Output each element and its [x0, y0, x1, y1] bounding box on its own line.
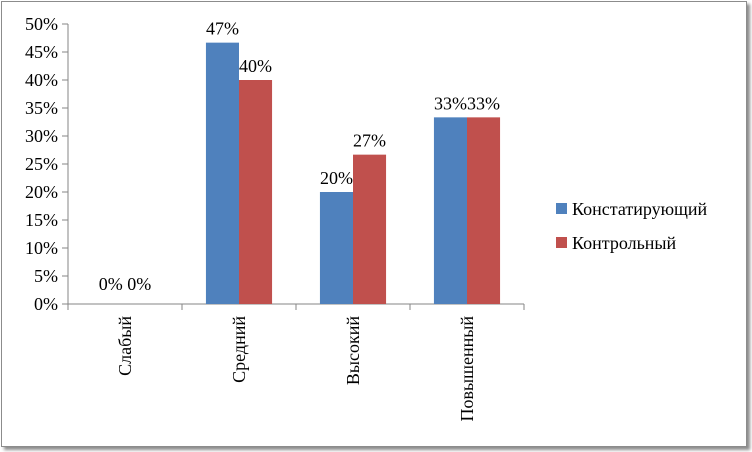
- y-tick-label: 20%: [25, 182, 58, 202]
- y-tick-label: 35%: [25, 98, 58, 118]
- category-labels: Слабый Средний Высокий Повышенный: [115, 316, 477, 422]
- y-tick-label: 15%: [25, 210, 58, 230]
- y-tick-label: 50%: [25, 14, 58, 34]
- data-label: 20%: [320, 168, 353, 188]
- category-label: Средний: [229, 316, 249, 383]
- category-label: Слабый: [115, 316, 135, 376]
- legend-label: Констатирующий: [572, 199, 708, 219]
- data-label: 47%: [206, 19, 239, 39]
- bars: [205, 42, 501, 305]
- y-tick-label: 0%: [34, 294, 58, 314]
- legend: Констатирующий Контрольный: [556, 199, 708, 253]
- category-label: Высокий: [343, 316, 363, 385]
- y-tick-label: 10%: [25, 238, 58, 258]
- data-label: 27%: [353, 131, 386, 151]
- y-tick-label: 40%: [25, 70, 58, 90]
- bar: [319, 192, 353, 304]
- legend-swatch: [556, 237, 567, 248]
- data-label: 0% 0%: [99, 274, 152, 294]
- bar: [205, 42, 239, 304]
- bar: [433, 117, 467, 305]
- bar: [467, 117, 501, 305]
- data-label: 33%: [434, 93, 467, 113]
- data-labels: 0% 0% 47%40% 20%27% 33% 33%: [99, 19, 500, 294]
- data-label: 40%: [239, 56, 272, 76]
- y-tick-label: 25%: [25, 154, 58, 174]
- x-axis: [67, 303, 525, 310]
- y-tick-label: 5%: [34, 266, 58, 286]
- bar: [239, 80, 273, 304]
- y-tick-label: 30%: [25, 126, 58, 146]
- legend-swatch: [556, 203, 567, 214]
- data-label: 33%: [467, 93, 500, 113]
- y-tick-label: 45%: [25, 42, 58, 62]
- category-label: Повышенный: [457, 316, 477, 422]
- y-axis: 0% 5% 10% 15% 20% 25% 30% 35% 40% 45% 50%: [25, 14, 69, 314]
- legend-label: Контрольный: [572, 233, 677, 253]
- bar: [353, 154, 387, 304]
